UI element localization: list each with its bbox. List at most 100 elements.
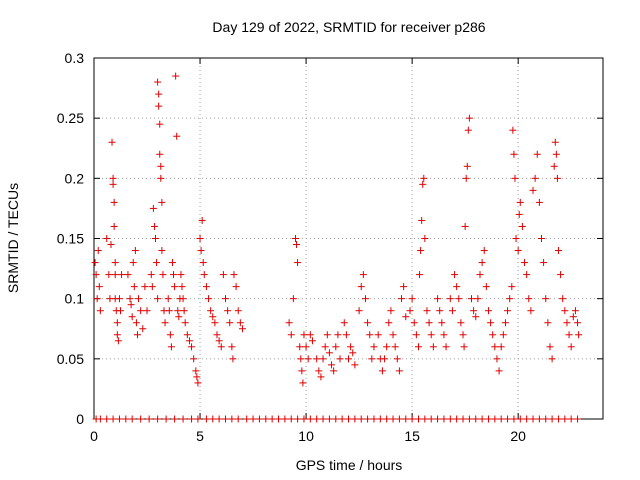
- data-point: [167, 343, 175, 351]
- data-point: [511, 174, 519, 182]
- y-tick-label: 0.15: [57, 231, 84, 247]
- data-point: [512, 235, 520, 242]
- data-point: [128, 313, 136, 321]
- y-tick-label: 0.25: [57, 110, 84, 126]
- data-point: [540, 259, 548, 267]
- data-point: [118, 271, 126, 279]
- data-point: [94, 247, 102, 255]
- data-point: [495, 367, 503, 375]
- data-point: [550, 162, 558, 170]
- data-point: [509, 126, 517, 134]
- data-point: [385, 319, 393, 327]
- data-point: [95, 283, 103, 291]
- data-point: [328, 361, 336, 369]
- data-point: [158, 198, 166, 206]
- data-point: [370, 343, 378, 351]
- data-point: [215, 415, 223, 423]
- data-point: [238, 325, 246, 333]
- data-point: [440, 415, 448, 423]
- data-point: [523, 271, 531, 279]
- data-point: [109, 180, 117, 188]
- data-point: [427, 415, 435, 423]
- data-point: [153, 259, 161, 267]
- data-point: [412, 331, 420, 339]
- data-point: [351, 415, 359, 423]
- data-point: [325, 349, 333, 357]
- data-point: [376, 415, 384, 423]
- data-point: [359, 271, 367, 279]
- data-point: [300, 415, 308, 423]
- data-point: [139, 325, 147, 333]
- data-point: [110, 222, 118, 230]
- data-point: [455, 295, 463, 303]
- data-point: [255, 415, 263, 423]
- data-point: [504, 415, 512, 423]
- data-point: [128, 415, 136, 423]
- data-point: [427, 331, 435, 339]
- data-point: [287, 415, 295, 423]
- y-tick-label: 0.05: [57, 351, 84, 367]
- data-point: [298, 367, 306, 375]
- data-point: [152, 235, 160, 242]
- data-point: [190, 355, 198, 363]
- data-point: [434, 295, 442, 303]
- data-point: [491, 415, 499, 423]
- data-point: [157, 174, 165, 182]
- data-point: [321, 343, 329, 351]
- data-point: [302, 343, 310, 351]
- data-point: [129, 259, 137, 267]
- data-point: [451, 271, 459, 279]
- data-point: [575, 331, 583, 339]
- data-point: [514, 247, 522, 255]
- data-point: [315, 367, 323, 375]
- data-point: [345, 355, 352, 363]
- data-point: [529, 186, 537, 194]
- data-point: [510, 415, 518, 423]
- data-point: [551, 138, 559, 146]
- data-point: [161, 319, 169, 327]
- data-point: [508, 283, 516, 291]
- data-point: [357, 283, 365, 291]
- x-tick-label: 0: [90, 428, 98, 444]
- data-point: [159, 271, 167, 279]
- data-point: [516, 198, 524, 206]
- data-point: [442, 343, 450, 351]
- data-point: [349, 349, 357, 357]
- data-point: [197, 247, 205, 255]
- data-point: [308, 337, 316, 345]
- data-point: [529, 415, 537, 423]
- data-point: [174, 307, 182, 315]
- data-point: [91, 259, 99, 267]
- data-point: [180, 307, 188, 315]
- data-point: [229, 355, 237, 363]
- data-point: [226, 319, 234, 327]
- data-point: [497, 415, 505, 423]
- data-point: [109, 174, 117, 182]
- y-tick-label: 0.3: [65, 50, 85, 66]
- data-point: [107, 241, 115, 249]
- data-point: [291, 235, 299, 242]
- data-point: [317, 373, 325, 381]
- data-point: [171, 415, 179, 423]
- data-point: [219, 271, 227, 279]
- data-point: [164, 295, 172, 303]
- data-point: [228, 415, 236, 423]
- x-axis-label: GPS time / hours: [296, 457, 403, 473]
- chart-title: Day 129 of 2022, SRMTID for receiver p28…: [212, 19, 485, 35]
- data-point: [414, 343, 422, 351]
- data-point: [419, 180, 427, 188]
- data-point: [96, 307, 104, 315]
- data-point: [168, 259, 176, 267]
- data-point: [468, 295, 476, 303]
- data-point: [484, 415, 492, 423]
- data-point: [510, 150, 518, 158]
- data-point: [516, 415, 524, 423]
- data-point: [472, 415, 480, 423]
- data-point: [319, 355, 327, 363]
- data-point: [478, 415, 486, 423]
- data-point: [177, 271, 185, 279]
- data-point: [459, 331, 467, 339]
- data-point: [179, 415, 187, 423]
- data-point: [155, 90, 163, 98]
- data-point: [425, 319, 433, 327]
